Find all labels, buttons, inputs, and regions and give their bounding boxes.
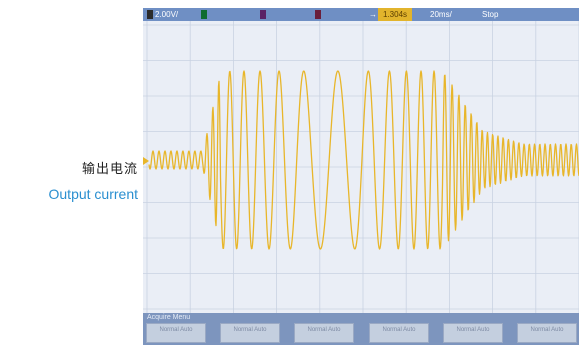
status-bar: 2.00V/ → 1.304s 20ms/ Stop <box>143 8 579 21</box>
oscilloscope-screen: 2.00V/ → 1.304s 20ms/ Stop Acquire Menu … <box>143 8 579 345</box>
caption-chinese: 输出电流 <box>81 162 138 177</box>
channel-2-indicator[interactable] <box>201 10 207 19</box>
softkey-menu: Acquire Menu Normal Auto Normal Auto Nor… <box>143 313 579 345</box>
trace-marker-icon <box>143 157 149 165</box>
softkey-5[interactable]: Normal Auto <box>443 323 503 343</box>
caption-english: Output current <box>48 186 139 202</box>
softkey-4[interactable]: Normal Auto <box>369 323 429 343</box>
softkey-3[interactable]: Normal Auto <box>294 323 354 343</box>
channel-4-indicator[interactable] <box>315 10 321 19</box>
softkey-1[interactable]: Normal Auto <box>146 323 206 343</box>
time-position-readout: 1.304s <box>378 8 413 21</box>
channel-3-indicator[interactable] <box>260 10 266 19</box>
softkey-6[interactable]: Normal Auto <box>517 323 577 343</box>
waveform-display <box>143 21 579 313</box>
grid-lines <box>143 21 579 313</box>
softkey-2[interactable]: Normal Auto <box>220 323 280 343</box>
time-per-division: 20ms/ <box>430 10 452 19</box>
channel-1-scale: 2.00V/ <box>155 10 179 19</box>
run-stop-status: Stop <box>482 10 499 19</box>
softkey-menu-title: Acquire Menu <box>147 314 191 321</box>
trigger-arrow-icon: → <box>369 10 377 19</box>
channel-1-indicator[interactable] <box>147 10 153 19</box>
output-current-trace <box>148 70 579 250</box>
waveform-area <box>143 21 579 313</box>
